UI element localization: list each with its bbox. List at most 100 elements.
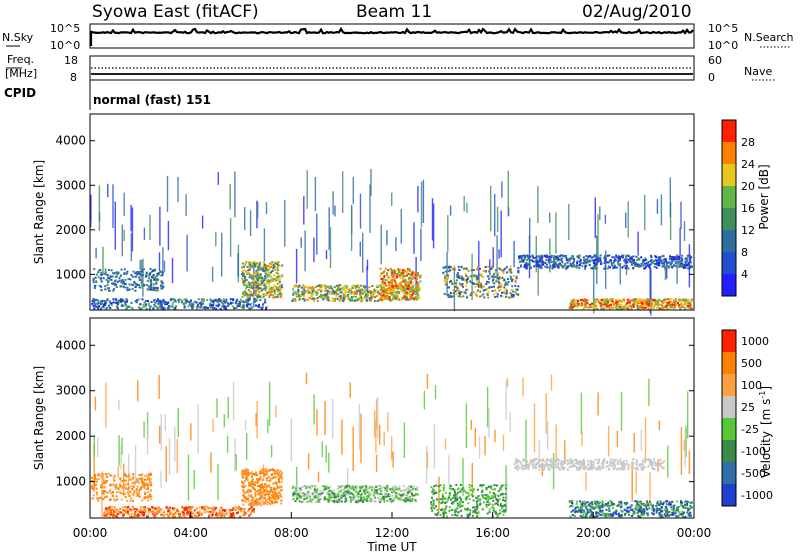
velocity-cell	[191, 506, 193, 508]
power-cell	[588, 307, 590, 309]
velocity-cell	[328, 501, 330, 503]
power-cell	[155, 287, 157, 289]
power-cell	[335, 295, 337, 297]
power-cell	[448, 270, 450, 272]
velocity-cell	[397, 498, 399, 500]
power-cell	[362, 298, 364, 300]
velocity-cell	[404, 422, 405, 458]
power-cell	[504, 291, 506, 293]
power-cell	[116, 276, 118, 278]
velocity-cell	[128, 491, 130, 493]
power-cell	[248, 286, 250, 288]
power-cell	[471, 292, 473, 294]
power-cell	[370, 169, 371, 196]
power-cell	[508, 281, 510, 283]
velocity-cell	[326, 445, 327, 462]
velocity-cell	[114, 500, 116, 502]
power-cell	[526, 268, 528, 270]
power-cell	[188, 301, 190, 303]
power-cell	[650, 256, 652, 258]
power-cell	[304, 300, 306, 302]
power-cell	[139, 271, 141, 273]
power-cell	[329, 292, 331, 294]
power-cell	[466, 282, 468, 284]
velocity-cell	[263, 503, 265, 505]
velocity-cell	[227, 436, 228, 453]
velocity-cell	[123, 464, 124, 496]
power-cell	[496, 296, 498, 298]
power-cell	[410, 278, 412, 280]
velocity-cell	[621, 392, 622, 431]
power-cell	[360, 285, 362, 287]
power-cell	[589, 255, 591, 257]
power-cell	[532, 261, 534, 263]
power-cell	[138, 307, 140, 309]
power-cell	[248, 294, 250, 296]
velocity-cell	[111, 506, 113, 508]
power-cell	[631, 264, 633, 266]
power-cell	[447, 287, 449, 289]
power-cell	[665, 306, 667, 308]
power-cell	[248, 289, 250, 291]
power-cell	[156, 275, 158, 277]
velocity-cell	[104, 490, 106, 492]
velocity-cell	[507, 378, 508, 387]
velocity-cell	[412, 498, 414, 500]
velocity-cell	[132, 473, 134, 475]
velocity-cell	[297, 487, 299, 489]
power-cell	[479, 283, 481, 285]
velocity-cell	[173, 513, 175, 515]
power-cell	[552, 268, 554, 270]
power-cell	[165, 301, 167, 303]
power-cell	[246, 272, 248, 274]
power-cell	[261, 284, 263, 286]
velocity-cell	[345, 486, 347, 488]
power-cell	[140, 260, 141, 270]
power-cell	[376, 295, 378, 297]
power-cell	[162, 308, 164, 310]
velocity-cell	[393, 490, 395, 492]
velocity-cell	[92, 497, 94, 499]
velocity-cell	[119, 508, 121, 510]
velocity-cell	[112, 495, 114, 497]
power-cell	[476, 295, 478, 297]
power-cell	[633, 306, 635, 308]
velocity-cell	[394, 487, 396, 489]
power-cell	[160, 285, 162, 287]
power-cell	[675, 304, 677, 306]
velocity-cell	[641, 430, 642, 452]
power-cell	[254, 261, 256, 263]
velocity-cell	[223, 515, 225, 517]
power-cell	[152, 270, 154, 272]
power-cell	[256, 298, 258, 300]
power-cell	[616, 305, 618, 307]
velocity-cell	[681, 427, 682, 475]
power-cell	[418, 275, 420, 277]
velocity-cell	[127, 493, 129, 495]
power-cell	[606, 298, 608, 300]
power-cell	[210, 299, 212, 301]
velocity-cell	[244, 498, 246, 500]
velocity-cell	[106, 513, 108, 515]
power-cell	[466, 279, 468, 281]
power-cell	[458, 266, 460, 268]
velocity-cell	[269, 503, 271, 505]
power-cell	[502, 292, 504, 294]
power-cell	[116, 286, 118, 288]
power-cell	[97, 300, 99, 302]
power-cell	[249, 296, 251, 298]
velocity-cell	[229, 509, 231, 511]
power-cell	[510, 276, 512, 278]
nsky-tick-bottom: 10^0	[50, 39, 80, 52]
velocity-cell	[310, 500, 312, 502]
power-cell	[311, 287, 313, 289]
velocity-cell	[350, 382, 351, 397]
power-cell	[102, 247, 103, 274]
power-cell	[326, 293, 328, 295]
power-cell	[380, 268, 382, 270]
power-cell	[232, 298, 234, 300]
power-cell	[662, 260, 664, 262]
power-cell	[380, 292, 382, 294]
power-cell	[454, 290, 456, 292]
velocity-cell	[325, 488, 327, 490]
